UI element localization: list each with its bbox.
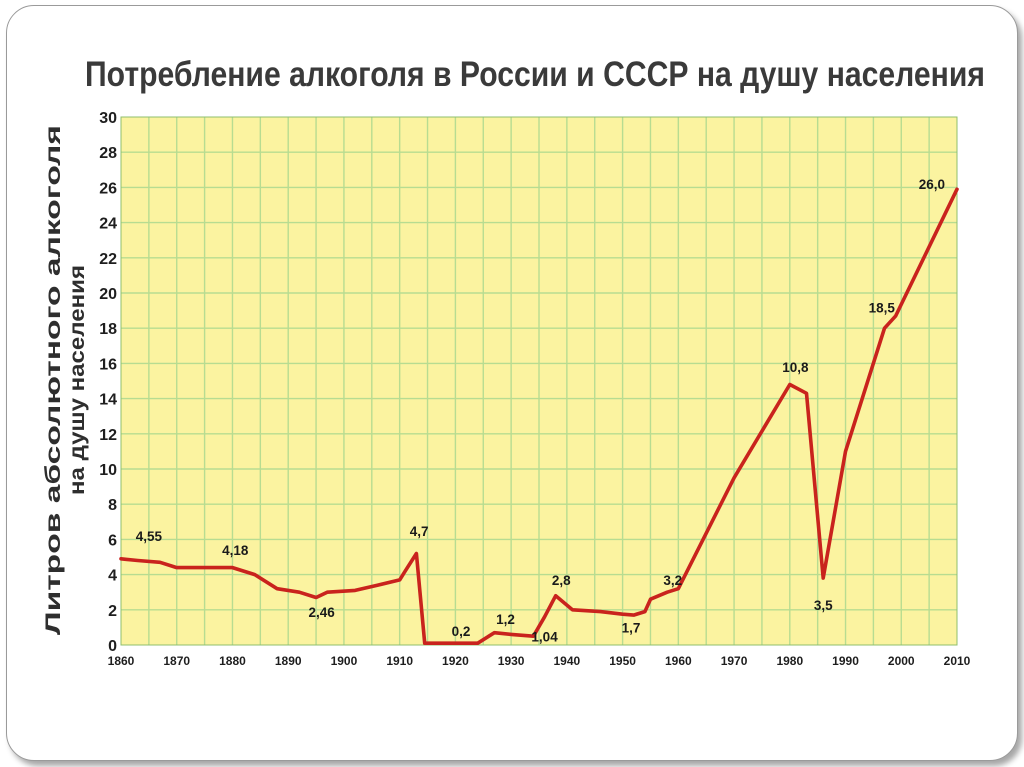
y-tick-label: 6	[108, 532, 117, 549]
data-label: 2,46	[308, 605, 335, 620]
x-tick-label: 2010	[944, 654, 971, 668]
x-tick-label: 1890	[275, 654, 302, 668]
y-tick-label: 16	[99, 356, 117, 373]
y-tick-label: 14	[99, 392, 117, 409]
x-tick-label: 1940	[554, 654, 581, 668]
x-tick-label: 1930	[498, 654, 525, 668]
data-label: 0,2	[452, 624, 471, 639]
x-axis-ticks: 1860 1870 1880 1890 1900 1910 1920 1930 1940 1950…	[108, 654, 971, 668]
data-label: 10,8	[782, 360, 809, 375]
x-tick-label: 1960	[665, 654, 692, 668]
data-label: 2,8	[552, 573, 571, 588]
x-tick-label: 1900	[331, 654, 358, 668]
data-label: 3,2	[663, 573, 682, 588]
data-label: 1,7	[622, 621, 641, 636]
x-tick-label: 1920	[442, 654, 469, 668]
data-label: 4,7	[410, 524, 429, 539]
y-axis-label-line-2: на душу населения	[66, 265, 89, 495]
y-tick-label: 30	[99, 110, 117, 127]
x-tick-label: 1990	[832, 654, 859, 668]
data-label: 4,18	[222, 543, 249, 558]
y-tick-label: 26	[99, 180, 117, 197]
x-tick-label: 1970	[721, 654, 748, 668]
x-tick-label: 1860	[108, 654, 135, 668]
y-axis-label-line-1: Литров абсолютного алкоголя	[42, 125, 65, 635]
data-label: 4,55	[136, 529, 163, 544]
series	[119, 187, 959, 646]
y-tick-label: 24	[99, 216, 117, 233]
data-label: 18,5	[869, 300, 896, 315]
series-line	[119, 187, 959, 646]
y-tick-label: 20	[99, 286, 117, 303]
y-tick-label: 28	[99, 145, 117, 162]
grid	[121, 117, 957, 645]
x-tick-label: 1870	[163, 654, 190, 668]
data-label: 1,04	[531, 629, 558, 644]
data-label: 26,0	[919, 177, 945, 192]
y-tick-label: 8	[108, 497, 117, 514]
y-tick-label: 18	[99, 321, 117, 338]
plot-frame	[120, 116, 958, 646]
x-tick-label: 1950	[609, 654, 636, 668]
y-tick-label: 10	[99, 462, 117, 479]
y-tick-label: 12	[99, 427, 117, 444]
x-tick-label: 1880	[219, 654, 246, 668]
x-tick-label: 1980	[776, 654, 803, 668]
y-tick-label: 0	[108, 638, 117, 655]
data-label: 3,5	[814, 598, 833, 613]
data-labels: 4,55 4,18 2,46 4,7 0,2 1,2 1,04 2,8 1,7 3,2 10,8 3,…	[136, 177, 945, 644]
y-tick-label: 22	[99, 251, 117, 268]
y-tick-label: 2	[108, 603, 117, 620]
x-tick-label: 2000	[888, 654, 915, 668]
y-tick-label: 4	[108, 568, 117, 585]
x-tick-label: 1910	[386, 654, 413, 668]
chart-title: Потребление алкоголя в России и СССР на …	[85, 55, 985, 94]
data-label: 1,2	[496, 612, 515, 627]
y-axis-label: Литров абсолютного алкоголя на душу насе…	[42, 125, 89, 635]
